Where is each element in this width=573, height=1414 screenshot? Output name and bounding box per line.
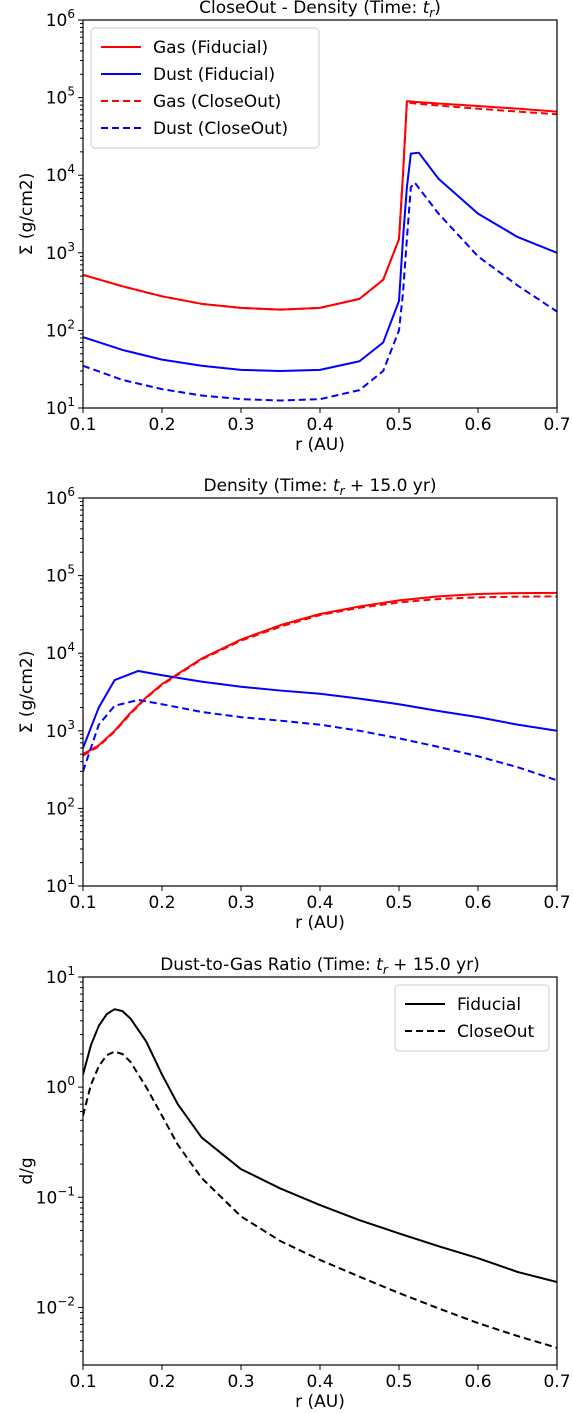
chart-title: CloseOut - Density (Time: tr) <box>199 0 441 20</box>
y-tick-label: 10−2 <box>36 1294 75 1318</box>
series-line-closeout <box>83 1050 557 1349</box>
series-group <box>83 1008 557 1349</box>
legend: Gas (Fiducial) Dust (Fiducial) Gas (CloseO… <box>90 27 320 149</box>
series-line-dust-fiducial <box>83 151 557 372</box>
y-tick-label: 102 <box>46 795 75 819</box>
legend-label: Gas (Fiducial) <box>153 38 268 58</box>
chart-title: Dust-to-Gas Ratio (Time: tr + 15.0 yr) <box>160 955 480 977</box>
x-tick-label: 0.3 <box>227 893 254 913</box>
x-tick-label: 0.7 <box>543 415 570 435</box>
series-line-fiducial <box>83 1008 557 1283</box>
series-line-gas-closeout <box>83 101 557 311</box>
series-line-2 <box>83 669 557 749</box>
series-line-1 <box>83 591 557 756</box>
x-tick-label: 0.7 <box>543 1372 570 1392</box>
x-tick-label: 0.5 <box>385 415 412 435</box>
x-tick-label: 0.4 <box>306 893 333 913</box>
chart-title: Density (Time: tr + 15.0 yr) <box>203 476 436 498</box>
x-tick-label: 0.4 <box>306 1372 333 1392</box>
series-line-dust-closeout <box>83 181 557 402</box>
x-tick-label: 0.2 <box>148 1372 175 1392</box>
y-tick-label: 105 <box>46 563 75 587</box>
series-line-4 <box>83 698 557 782</box>
x-tick-label: 0.4 <box>306 415 333 435</box>
y-axis-label: Σ (g/cm2) <box>17 173 37 256</box>
x-tick-label: 0.3 <box>227 1372 254 1392</box>
x-tick-label: 0.2 <box>148 893 175 913</box>
y-tick-label: 105 <box>46 85 75 109</box>
legend-label: CloseOut <box>457 1022 534 1042</box>
x-tick-label: 0.1 <box>69 893 96 913</box>
y-tick-label: 104 <box>46 640 75 664</box>
y-tick-label: 104 <box>46 162 75 186</box>
legend-frame <box>90 27 320 149</box>
y-tick-label: 106 <box>46 485 75 509</box>
y-tick-label: 103 <box>46 718 75 742</box>
y-tick-label: 10−1 <box>36 1184 75 1208</box>
y-tick-label: 101 <box>46 395 75 419</box>
series-group <box>83 591 557 782</box>
legend-label: Dust (CloseOut) <box>153 119 288 139</box>
x-tick-label: 0.2 <box>148 415 175 435</box>
legend-label: Fiducial <box>457 995 521 1015</box>
y-axis-label: d/g <box>17 1157 37 1184</box>
x-tick-label: 0.6 <box>464 415 491 435</box>
legend: Fiducial CloseOut <box>394 984 550 1052</box>
chart-panel-1: 0.1 0.2 0.3 0.4 0.5 0.6 0.7 101 102 103 104 105 106 C… <box>17 0 571 455</box>
x-axis-label: r (AU) <box>295 435 345 455</box>
x-tick-label: 0.6 <box>464 893 491 913</box>
x-axis-label: r (AU) <box>295 913 345 933</box>
y-tick-label: 106 <box>46 7 75 31</box>
x-tick-label: 0.6 <box>464 1372 491 1392</box>
x-tick-label: 0.7 <box>543 893 570 913</box>
legend-frame <box>394 984 550 1052</box>
x-tick-label: 0.5 <box>385 893 412 913</box>
x-tick-label: 0.3 <box>227 415 254 435</box>
legend-label: Dust (Fiducial) <box>153 65 275 85</box>
y-tick-label: 101 <box>46 873 75 897</box>
legend-label: Gas (CloseOut) <box>153 92 281 112</box>
x-tick-label: 0.1 <box>69 415 96 435</box>
series-group <box>83 100 557 402</box>
x-tick-label: 0.1 <box>69 1372 96 1392</box>
chart-panel-3: 0.1 0.2 0.3 0.4 0.5 0.6 0.7 10−2 10−1 100 101 Dust-… <box>17 955 571 1412</box>
y-tick-label: 102 <box>46 317 75 341</box>
y-tick-label: 103 <box>46 240 75 264</box>
y-tick-label: 100 <box>46 1074 75 1098</box>
y-tick-label: 101 <box>46 964 75 988</box>
x-tick-label: 0.5 <box>385 1372 412 1392</box>
x-axis-label: r (AU) <box>295 1392 345 1412</box>
y-axis-label: Σ (g/cm2) <box>17 651 37 734</box>
series-line-3 <box>83 595 557 757</box>
chart-panel-2: 0.1 0.2 0.3 0.4 0.5 0.6 0.7 101 102 103 104 105 106 D… <box>17 476 571 933</box>
